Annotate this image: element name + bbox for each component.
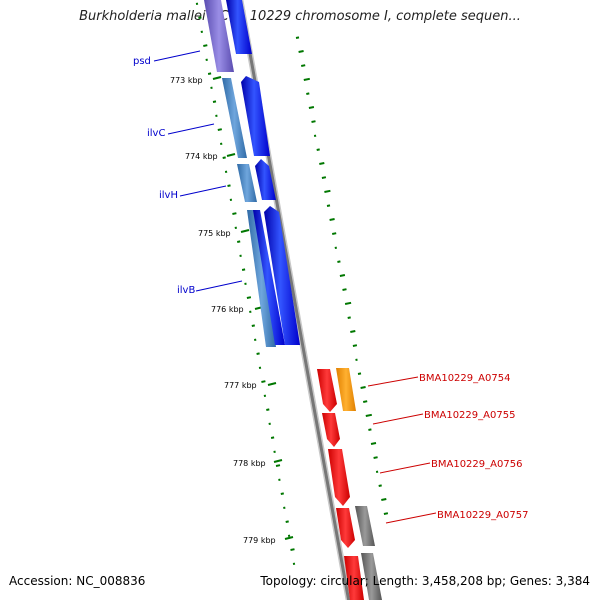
BMA10229_A0757-gene[interactable] (336, 508, 355, 548)
gc-dash (342, 288, 347, 291)
gene-label-ilvC[interactable]: ilvC (147, 128, 165, 139)
gc-dash (337, 260, 341, 263)
gc-dash (316, 148, 320, 151)
gc-dash (217, 128, 222, 131)
gc-dash (227, 184, 231, 187)
gene-label-psd[interactable]: psd (133, 56, 151, 67)
gc-dash (326, 204, 331, 207)
ilvC-gene[interactable] (241, 76, 270, 156)
gc-dash (241, 268, 246, 271)
gc-dash (212, 100, 217, 103)
ilvB-transcript[interactable] (247, 210, 276, 347)
gc-dash (344, 301, 352, 305)
gc-dash (290, 548, 295, 551)
BMA10229_A0755-gene[interactable] (322, 413, 340, 447)
gc-dash (270, 436, 275, 439)
gc-dash (256, 352, 260, 355)
ilvB-gene[interactable] (253, 210, 285, 345)
gc-dash (370, 442, 377, 445)
gc-dash (339, 274, 346, 277)
gene-label-BMA10229_A0756[interactable]: BMA10229_A0756 (431, 459, 522, 470)
gc-dash (295, 36, 300, 39)
gc-dash (285, 520, 289, 523)
gc-dash (301, 64, 306, 67)
gc-dash (368, 428, 372, 431)
gc-dash (203, 44, 208, 47)
gc-dash (329, 218, 335, 221)
gc-dash (275, 464, 281, 467)
right-gene-labels: BMA10229_A0754 BMA10229_A0755 BMA10229_A… (419, 373, 528, 521)
gc-dash (261, 380, 266, 383)
left-gene-labels: psd ilvC ilvH ilvB (133, 56, 195, 296)
gc-dash (363, 400, 368, 403)
kbp-label: 779 kbp (243, 536, 276, 545)
gc-dash (308, 106, 315, 109)
gc-track-left (195, 2, 296, 565)
gene-label-ilvB[interactable]: ilvB (177, 285, 195, 296)
next-feature[interactable] (361, 553, 382, 600)
gc-dash (222, 156, 226, 159)
gc-dash (383, 512, 389, 515)
gc-dash (298, 50, 304, 53)
gc-dash (232, 212, 237, 215)
right-label-leaders (367, 376, 437, 524)
gc-dash (303, 77, 310, 81)
topology-summary: Topology: circular; Length: 3,458,208 bp… (260, 574, 590, 588)
gc-dash (319, 162, 325, 165)
gc-dash (246, 296, 252, 299)
gene-label-BMA10229_A0757[interactable]: BMA10229_A0757 (437, 510, 528, 521)
gene-label-ilvH[interactable]: ilvH (159, 190, 178, 201)
next-gene[interactable] (344, 556, 364, 600)
BMA10229_A0756-gene[interactable] (328, 449, 350, 506)
gc-dash (350, 330, 356, 333)
BMA10229_A0757-feature[interactable] (355, 506, 375, 546)
gc-dash (207, 72, 212, 75)
gc-dash (352, 344, 358, 347)
gc-dash (266, 408, 270, 411)
kbp-label: 774 kbp (185, 152, 218, 161)
psd-gene[interactable] (226, 0, 252, 54)
kbp-label: 778 kbp (233, 459, 266, 468)
gc-dash (332, 232, 337, 235)
gc-dash (360, 386, 366, 389)
gc-dash (378, 484, 382, 487)
left-label-leaders (153, 50, 243, 292)
kbp-tick-marks (212, 76, 294, 540)
gene-label-BMA10229_A0755[interactable]: BMA10229_A0755 (424, 410, 515, 421)
kbp-label: 776 kbp (211, 305, 244, 314)
gc-dash (365, 413, 372, 417)
gc-dash (198, 16, 202, 19)
kbp-label: 775 kbp (198, 229, 231, 238)
BMA10229_A0754-gene[interactable] (317, 369, 337, 412)
kbp-label: 773 kbp (170, 76, 203, 85)
accession-text: Accession: NC_008836 (9, 574, 146, 588)
gc-dash (373, 456, 378, 459)
kbp-labels: 773 kbp 774 kbp 775 kbp 776 kbp 777 kbp … (170, 76, 276, 545)
gene-label-BMA10229_A0754[interactable]: BMA10229_A0754 (419, 373, 510, 384)
map-title: Burkholderia mallei NCTC 10229 chromosom… (79, 9, 521, 24)
ilvB-gene-2[interactable] (264, 206, 300, 345)
gc-dash (324, 189, 331, 193)
gc-dash (311, 120, 316, 123)
ilvH-gene[interactable] (255, 159, 276, 200)
gc-dash (381, 498, 387, 501)
gc-track-right (295, 36, 389, 515)
BMA10229_A0754-feature[interactable] (336, 368, 356, 411)
ilvC-transcript[interactable] (222, 78, 247, 158)
reverse-strand-features (317, 368, 382, 600)
gc-dash (237, 240, 241, 243)
gc-dash (321, 176, 327, 179)
gc-dash (280, 492, 284, 495)
gc-dash (347, 316, 351, 319)
forward-strand-features (204, 0, 300, 347)
kbp-label: 777 kbp (224, 381, 257, 390)
gc-dash (306, 92, 310, 95)
ilvH-transcript[interactable] (237, 164, 257, 202)
gc-dash (251, 324, 255, 327)
psd-region[interactable] (204, 0, 234, 72)
gc-dash (357, 372, 362, 375)
